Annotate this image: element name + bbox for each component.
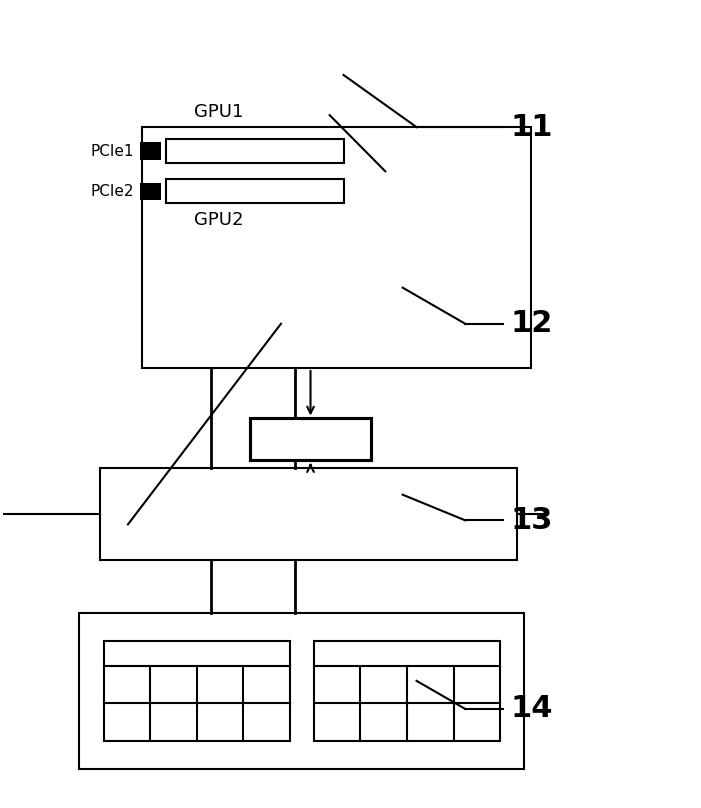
Bar [166, 139, 343, 163]
Bar [79, 612, 524, 769]
Text: GPU2: GPU2 [194, 212, 243, 229]
Bar [250, 419, 372, 461]
Text: PCIe1: PCIe1 [90, 144, 134, 158]
Text: 12: 12 [510, 309, 553, 339]
Text: GPU1: GPU1 [194, 103, 243, 120]
Bar [166, 179, 343, 204]
Text: 11: 11 [510, 112, 553, 141]
Bar [139, 183, 161, 200]
Bar [142, 127, 531, 368]
Bar [314, 641, 500, 741]
Text: PCIe2: PCIe2 [90, 184, 134, 199]
Bar [139, 142, 161, 160]
Text: 14: 14 [510, 694, 553, 723]
Bar [104, 641, 290, 741]
Bar [100, 468, 517, 561]
Text: 13: 13 [510, 506, 553, 535]
